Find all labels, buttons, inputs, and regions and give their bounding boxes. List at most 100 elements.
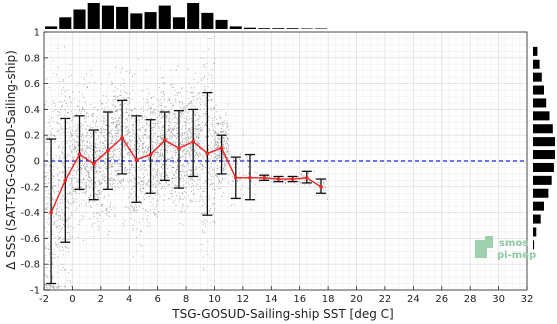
x-tick-label: 6 — [154, 294, 160, 305]
y-histogram-bar — [533, 227, 537, 237]
median-point — [120, 135, 124, 140]
x-tick-label: 18 — [322, 294, 335, 305]
median-line — [50, 136, 322, 213]
y-histogram-bar — [533, 124, 553, 134]
x-histogram-bar — [272, 28, 285, 29]
x-tick-label: 24 — [407, 294, 420, 305]
x-tick-label: -2 — [39, 294, 49, 305]
y-histogram-bar — [533, 175, 552, 185]
median-point — [177, 146, 181, 150]
x-tick-label: 32 — [521, 294, 534, 305]
y-histogram-bar — [533, 137, 555, 147]
median-point — [63, 178, 68, 183]
scatter-points — [44, 35, 329, 291]
error-bar — [216, 134, 227, 175]
median-point — [248, 175, 252, 180]
x-tick-label: 22 — [379, 294, 392, 305]
x-histogram-bar — [158, 5, 171, 29]
x-tick-label: 8 — [183, 294, 189, 305]
x-histogram-bar — [215, 19, 228, 29]
median-point — [262, 175, 266, 180]
y-histogram-bar — [533, 72, 542, 82]
x-tick-label: 20 — [350, 294, 363, 305]
median-point — [191, 139, 195, 144]
x-tick-label: 4 — [126, 294, 132, 305]
median-point — [276, 177, 281, 181]
error-bars — [46, 91, 327, 285]
x-histogram-bar — [300, 28, 313, 29]
y-histogram-bar — [533, 214, 541, 224]
y-tick-label: 0.2 — [24, 131, 40, 142]
median-point — [233, 175, 238, 180]
y-histogram — [533, 46, 555, 250]
error-bar — [159, 111, 170, 182]
x-histogram-bar — [187, 3, 200, 29]
median-point — [106, 148, 110, 153]
median-point — [290, 177, 295, 181]
x-histogram-bar — [45, 26, 58, 29]
x-histogram-bar — [243, 27, 257, 29]
x-tick-label: 10 — [208, 294, 221, 305]
y-axis-label: Δ SSS (SAT-TSG-GOSUD-Sailing-ship) — [4, 50, 18, 270]
y-histogram-bar — [533, 46, 538, 56]
y-tick-label: 0.6 — [24, 79, 40, 90]
logo-line1: smos — [499, 238, 528, 249]
x-histogram-bar — [130, 13, 143, 29]
x-axis-label: TSG-GOSUD-Sailing-ship SST [deg C] — [171, 307, 393, 321]
error-bar — [74, 115, 85, 191]
median-point — [91, 161, 96, 166]
y-tick-label: 0.4 — [24, 105, 40, 116]
logo-line2: pi-mep — [497, 250, 536, 261]
y-tick-label: -0.4 — [20, 208, 40, 219]
x-histogram-bar — [59, 17, 72, 29]
y-tick-label: -1 — [30, 286, 40, 297]
x-histogram-bar — [286, 28, 299, 29]
x-histogram-bar — [144, 12, 157, 30]
x-tick-label: 2 — [98, 294, 104, 305]
smos-logo: smos pi-mep — [475, 236, 536, 261]
median-point — [305, 175, 309, 180]
y-tick-label: -0.6 — [20, 234, 40, 245]
x-histogram-bar — [314, 28, 328, 29]
x-tick-label: 30 — [492, 294, 505, 305]
y-histogram-bar — [533, 85, 544, 95]
median-points — [49, 135, 323, 215]
median-point — [134, 157, 139, 162]
y-histogram-bar — [533, 201, 544, 211]
scatter-cloud — [44, 35, 329, 291]
x-histogram-bar — [116, 6, 129, 30]
median-point — [162, 138, 167, 143]
x-tick-label: 14 — [265, 294, 278, 305]
median-point — [319, 185, 323, 189]
y-histogram-bar — [533, 150, 555, 160]
y-histogram-bar — [533, 111, 550, 121]
x-histogram-bar — [73, 9, 86, 29]
y-tick-label: 1 — [34, 28, 40, 39]
x-histogram-bar — [229, 26, 242, 29]
y-tick-label: -0.2 — [20, 182, 40, 193]
x-histogram-bar — [172, 17, 185, 29]
y-axis-ticks: -1 -0.8 -0.6 -0.4 -0.2 0 0.2 0.4 0.6 0.8 1 — [20, 28, 48, 297]
y-tick-label: 0.8 — [24, 53, 40, 64]
error-bar — [145, 119, 156, 194]
x-axis-ticks: -2 0 2 4 6 8 10 12 14 16 18 20 22 24 26 28 30 32 — [39, 286, 533, 305]
y-histogram-bar — [533, 59, 540, 69]
y-histogram-bar — [533, 162, 554, 172]
x-histogram-bar — [201, 12, 214, 29]
x-tick-label: 26 — [435, 294, 448, 305]
x-histogram-bar — [87, 3, 100, 29]
y-histogram-bar — [533, 240, 535, 250]
y-histogram-bar — [533, 188, 549, 198]
x-histogram-bar — [101, 5, 114, 29]
median-point — [148, 152, 153, 157]
x-tick-label: 28 — [464, 294, 477, 305]
y-histogram-bar — [533, 98, 547, 108]
x-histogram-bar — [258, 28, 271, 29]
median-point — [77, 152, 82, 157]
median-point — [219, 146, 224, 150]
y-tick-label: 0 — [34, 157, 40, 168]
x-tick-label: 12 — [237, 294, 250, 305]
x-tick-label: 16 — [293, 294, 306, 305]
median-point — [49, 210, 53, 215]
